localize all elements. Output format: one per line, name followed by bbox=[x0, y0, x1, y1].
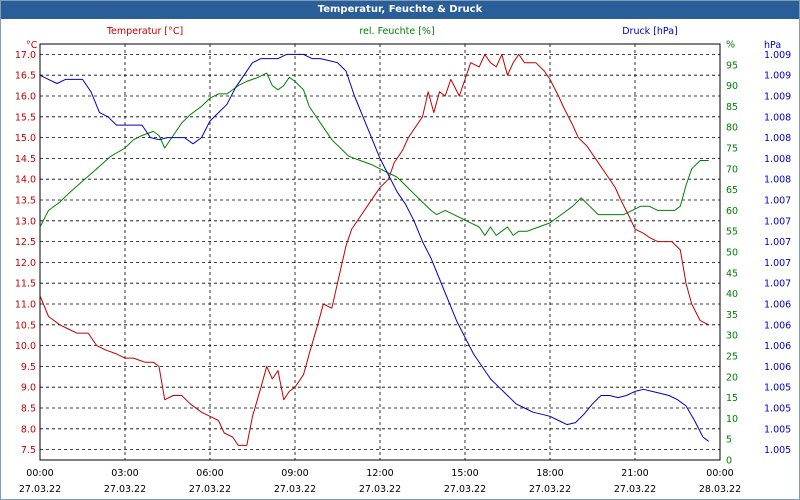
pressure-tick-label: 1.008 bbox=[764, 112, 791, 123]
humidity-tick-label: 80 bbox=[726, 123, 738, 134]
x-tick-time: 18:00 bbox=[536, 468, 563, 479]
temperature-tick-label: 16.0 bbox=[15, 92, 36, 103]
humidity-axis-title: rel. Feuchte [%] bbox=[359, 26, 434, 37]
humidity-tick-label: 70 bbox=[726, 164, 738, 175]
temperature-tick-label: 9.5 bbox=[21, 362, 36, 373]
temperature-tick-label: 10.5 bbox=[15, 320, 36, 331]
humidity-tick-label: 25 bbox=[726, 352, 738, 363]
temperature-tick-label: 12.0 bbox=[15, 258, 36, 269]
pressure-tick-label: 1.005 bbox=[764, 424, 791, 435]
humidity-tick-label: 90 bbox=[726, 81, 738, 92]
temperature-tick-label: 13.5 bbox=[15, 196, 36, 207]
temperature-tick-label: 11.0 bbox=[15, 300, 36, 311]
series-line-humidity bbox=[39, 72, 709, 236]
x-tick-time: 00:00 bbox=[26, 468, 53, 479]
x-tick-time: 06:00 bbox=[196, 468, 223, 479]
pressure-tick-label: 1.007 bbox=[764, 279, 791, 290]
pressure-tick-label: 1.007 bbox=[764, 237, 791, 248]
temperature-unit-label: °C bbox=[26, 40, 38, 51]
temperature-tick-label: 15.5 bbox=[15, 112, 36, 123]
temperature-tick-label: 8.0 bbox=[21, 424, 36, 435]
humidity-tick-label: 35 bbox=[726, 310, 738, 321]
plot-area bbox=[39, 43, 721, 461]
humidity-tick-label: 75 bbox=[726, 144, 738, 155]
pressure-tick-label: 1.005 bbox=[764, 445, 791, 456]
pressure-tick-label: 1.009 bbox=[764, 92, 791, 103]
pressure-tick-label: 1.005 bbox=[764, 383, 791, 394]
pressure-tick-label: 1.007 bbox=[764, 196, 791, 207]
temperature-tick-label: 15.0 bbox=[15, 133, 36, 144]
humidity-tick-label: 65 bbox=[726, 185, 738, 196]
x-tick-time: 03:00 bbox=[111, 468, 138, 479]
humidity-tick-label: 95 bbox=[726, 60, 738, 71]
temperature-tick-label: 14.0 bbox=[15, 175, 36, 186]
temperature-tick-label: 8.5 bbox=[21, 404, 36, 415]
x-tick-date: 27.03.22 bbox=[274, 484, 316, 495]
temperature-axis-title: Temperatur [°C] bbox=[106, 26, 183, 37]
humidity-tick-label: % bbox=[726, 40, 735, 51]
pressure-tick-label: 1.008 bbox=[764, 154, 791, 165]
x-tick-time: 00:00 bbox=[706, 468, 733, 479]
humidity-tick-label: 55 bbox=[726, 227, 738, 238]
temperature-tick-label: 12.5 bbox=[15, 237, 36, 248]
temperature-tick-label: 10.0 bbox=[15, 341, 36, 352]
series-line-temperature bbox=[39, 53, 709, 446]
pressure-tick-label: 1.005 bbox=[764, 404, 791, 415]
x-tick-date: 28.03.22 bbox=[699, 484, 741, 495]
pressure-tick-label: 1.006 bbox=[764, 362, 791, 373]
pressure-tick-label: 1.007 bbox=[764, 216, 791, 227]
series-layer bbox=[39, 53, 709, 446]
x-tick-date: 27.03.22 bbox=[444, 484, 486, 495]
pressure-tick-label: 1.006 bbox=[764, 320, 791, 331]
x-tick-time: 15:00 bbox=[451, 468, 478, 479]
x-tick-date: 27.03.22 bbox=[614, 484, 656, 495]
pressure-axis-title: Druck [hPa] bbox=[622, 26, 678, 37]
pressure-unit-label: hPa bbox=[764, 40, 781, 51]
temperature-tick-label: 14.5 bbox=[15, 154, 36, 165]
humidity-tick-label: 10 bbox=[726, 414, 738, 425]
pressure-tick-label: 1.006 bbox=[764, 300, 791, 311]
humidity-tick-label: 15 bbox=[726, 393, 738, 404]
humidity-tick-label: 0 bbox=[726, 456, 732, 467]
humidity-tick-label: 85 bbox=[726, 102, 738, 113]
x-tick-date: 27.03.22 bbox=[359, 484, 401, 495]
humidity-tick-label: 45 bbox=[726, 268, 738, 279]
humidity-tick-label: 30 bbox=[726, 331, 738, 342]
humidity-tick-label: 20 bbox=[726, 372, 738, 383]
temperature-tick-label: 7.5 bbox=[21, 445, 36, 456]
x-tick-time: 09:00 bbox=[281, 468, 308, 479]
x-tick-date: 27.03.22 bbox=[189, 484, 231, 495]
pressure-tick-label: 1.009 bbox=[764, 50, 791, 61]
temperature-tick-label: 11.5 bbox=[15, 279, 36, 290]
grid bbox=[39, 43, 721, 461]
x-tick-date: 27.03.22 bbox=[529, 484, 571, 495]
chart-title: Temperatur, Feuchte & Druck bbox=[1, 1, 799, 19]
humidity-tick-label: 60 bbox=[726, 206, 738, 217]
humidity-tick-label: 40 bbox=[726, 289, 738, 300]
x-tick-date: 27.03.22 bbox=[104, 484, 146, 495]
x-tick-time: 21:00 bbox=[621, 468, 648, 479]
x-tick-date: 27.03.22 bbox=[19, 484, 61, 495]
temperature-tick-label: 13.0 bbox=[15, 216, 36, 227]
temperature-tick-label: 16.5 bbox=[15, 71, 36, 82]
temperature-tick-label: 17.0 bbox=[15, 50, 36, 61]
temperature-tick-label: 9.0 bbox=[21, 383, 36, 394]
series-line-pressure bbox=[39, 53, 709, 442]
humidity-tick-label: 5 bbox=[726, 435, 732, 446]
humidity-tick-label: 50 bbox=[726, 248, 738, 259]
pressure-tick-label: 1.009 bbox=[764, 71, 791, 82]
pressure-tick-label: 1.007 bbox=[764, 258, 791, 269]
x-tick-time: 12:00 bbox=[366, 468, 393, 479]
pressure-tick-label: 1.008 bbox=[764, 133, 791, 144]
pressure-tick-label: 1.006 bbox=[764, 341, 791, 352]
pressure-tick-label: 1.008 bbox=[764, 175, 791, 186]
